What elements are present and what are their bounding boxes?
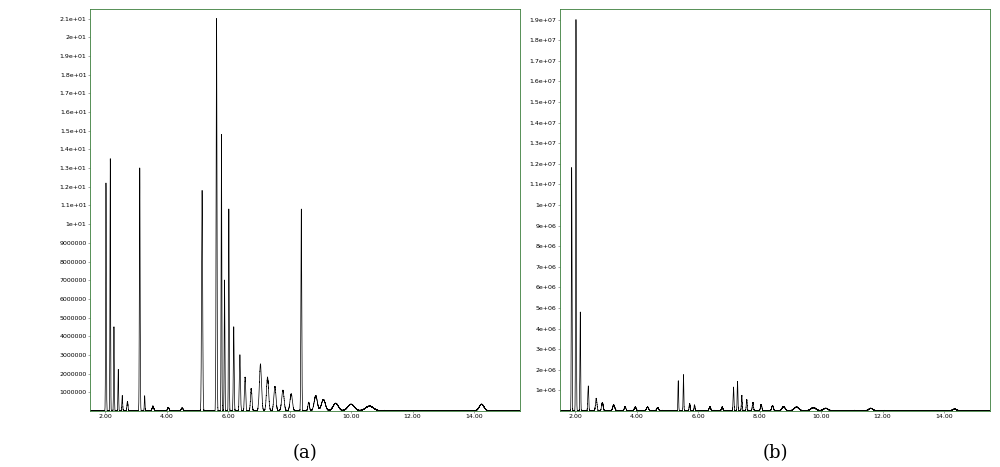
Text: (a): (a) bbox=[293, 444, 317, 462]
Text: (b): (b) bbox=[762, 444, 788, 462]
